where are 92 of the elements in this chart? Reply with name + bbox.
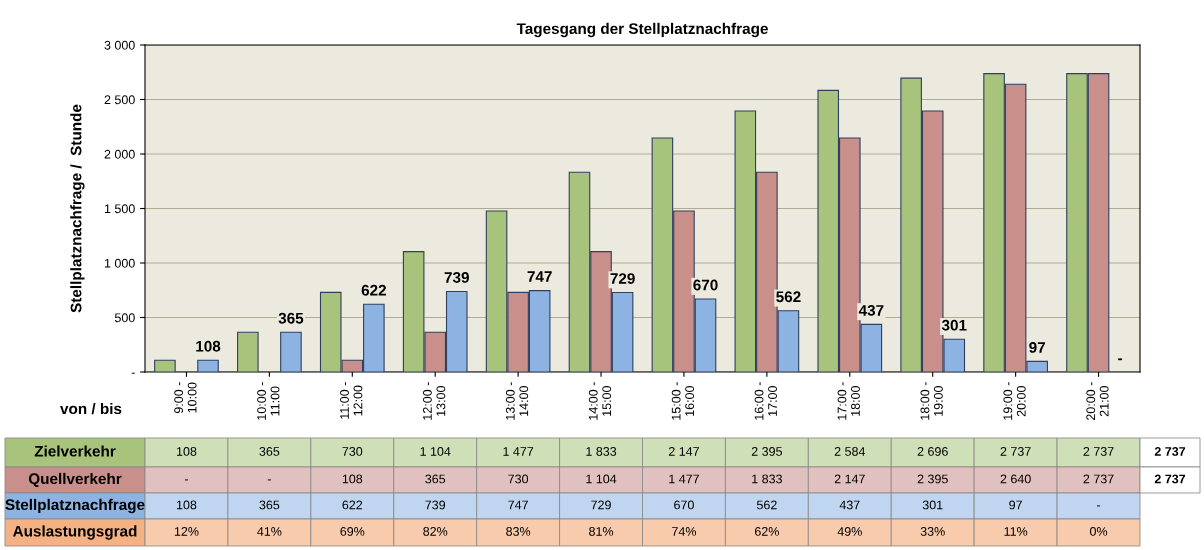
data-label: 2 584: [834, 447, 866, 456]
text: Zielverkehr: [34, 445, 116, 457]
text: 739: [444, 272, 469, 283]
data-label: 2 696: [917, 447, 948, 456]
x-tick-label: 15:00 - 16:00: [671, 382, 695, 420]
text: 0%: [1090, 527, 1108, 536]
data-label: 365: [259, 447, 280, 456]
x-tick-label: 18:00 - 19:00: [920, 382, 943, 420]
x-tick-label: 16:00 - 17:00: [754, 382, 777, 420]
data-label: 2 640: [1000, 474, 1031, 484]
data-label: 365: [425, 474, 446, 484]
data-label: 2 737: [1000, 447, 1031, 456]
text: 437: [858, 304, 884, 316]
chart-title: Tagesgang der Stellplatznachfrage: [516, 22, 768, 38]
x-tick-label: 20:00 - 21:00: [1086, 382, 1109, 421]
text: -: [1118, 358, 1123, 361]
text: 62%: [755, 527, 779, 536]
text: Stellplatznachfrage: [5, 498, 145, 514]
x-tick-label: 10:00 - 11:00: [257, 382, 280, 420]
text: 33%: [920, 527, 945, 536]
data-label: 1 477: [503, 447, 534, 456]
data-label: -: [1097, 505, 1101, 507]
data-label: 1 833: [752, 474, 782, 484]
data-label: 97: [1009, 500, 1022, 510]
bar: [237, 331, 259, 372]
x-axis-title: von / bis: [60, 402, 122, 415]
data-label: 1 833: [586, 447, 617, 456]
data-label: 739: [425, 500, 446, 510]
text: 301: [941, 319, 967, 331]
data-label: 670: [674, 500, 694, 510]
y-tick-label: -: [131, 372, 135, 374]
data-label: 1 104: [586, 474, 617, 484]
data-label: 437: [839, 500, 860, 510]
data-label: -: [267, 479, 271, 481]
text: 670: [693, 279, 718, 291]
data-label: 108: [176, 500, 197, 510]
y-tick-label: 2 500: [104, 95, 135, 105]
text: 12%: [174, 527, 199, 536]
text: 74%: [672, 527, 697, 536]
text: 747: [527, 271, 552, 282]
text: Auslastungsgrad: [12, 525, 137, 540]
data-label: 730: [508, 474, 529, 484]
data-label: 2 147: [834, 474, 865, 484]
data-label: 562: [756, 500, 777, 510]
y-tick-label: 3 000: [104, 40, 135, 50]
bar: [280, 331, 302, 372]
data-label: 2 395: [917, 474, 948, 484]
text: 622: [361, 284, 386, 296]
text: 49%: [837, 527, 862, 536]
text: 81%: [589, 527, 614, 536]
data-label: 108: [176, 447, 197, 456]
data-label: 2 147: [668, 447, 699, 456]
x-tick-label: 9:00 - 10:00: [174, 382, 197, 414]
data-label: 622: [342, 500, 363, 510]
x-tick-label: 17:00 - 18:00: [837, 382, 860, 420]
text: 69%: [340, 527, 365, 536]
text: Quellverkehr: [28, 472, 122, 487]
data-label: 729: [591, 500, 611, 510]
text: 365: [278, 312, 304, 324]
y-tick-label: 1 000: [104, 258, 135, 268]
text: 729: [610, 273, 635, 284]
data-label: 108: [342, 474, 363, 484]
x-tick-label: 12:00 - 13:00: [422, 382, 446, 420]
x-tick-label: 11:00 - 12:00: [340, 382, 363, 419]
data-label: 2 737: [1083, 474, 1114, 484]
y-axis-title: Stellplatznachfrage / Stunde: [70, 104, 85, 313]
text: 562: [776, 291, 801, 303]
text: 97: [1029, 342, 1046, 353]
data-label: -: [184, 479, 188, 481]
text: 83%: [506, 527, 531, 536]
y-tick-label: 2 000: [104, 149, 135, 159]
data-label: 747: [508, 500, 528, 510]
y-tick-label: 500: [114, 313, 135, 323]
data-label: 2 737: [1083, 447, 1114, 456]
data-label: 2 395: [751, 447, 782, 456]
data-label: 1 104: [420, 447, 451, 456]
text: 41%: [257, 527, 282, 536]
x-tick-label: 19:00 - 20:00: [1003, 382, 1026, 420]
text: 11%: [1004, 527, 1028, 536]
text: 2 737: [1154, 447, 1186, 456]
data-label: 1 477: [669, 474, 699, 484]
text: 108: [196, 340, 221, 352]
bar: [154, 359, 176, 372]
text: 2 737: [1154, 474, 1186, 484]
x-tick-label: 14:00 - 15:00: [588, 382, 612, 420]
data-label: 301: [922, 500, 943, 510]
bar: [197, 359, 219, 372]
text: 82%: [423, 527, 448, 536]
data-label: 365: [259, 500, 280, 510]
y-tick-label: 1 500: [104, 204, 135, 214]
data-label: 730: [342, 447, 363, 456]
x-tick-label: 13:00 - 14:00: [505, 382, 529, 420]
